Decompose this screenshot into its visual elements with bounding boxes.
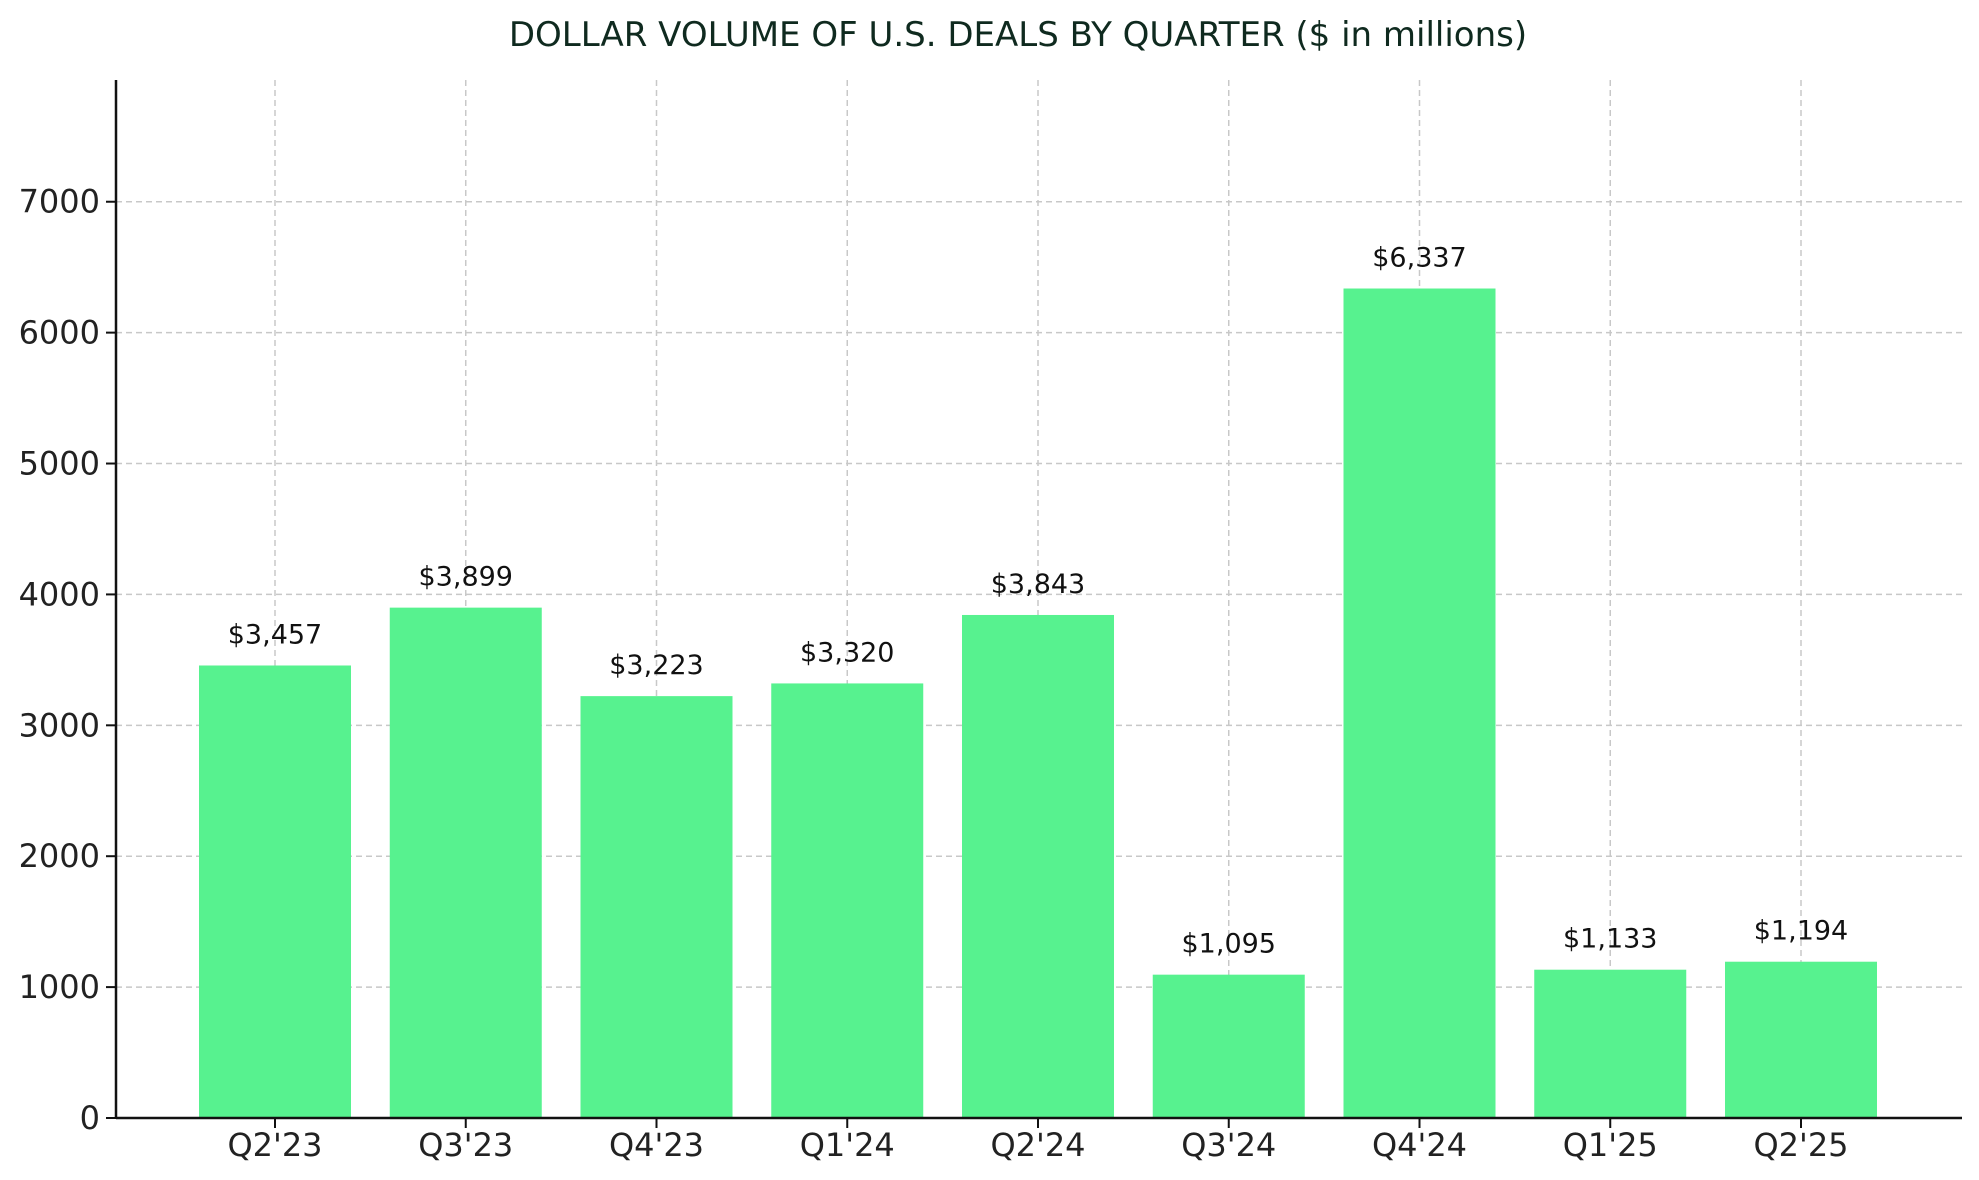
y-tick-label: 0 xyxy=(80,1099,100,1137)
data-label: $3,223 xyxy=(609,650,703,681)
data-label: $3,320 xyxy=(800,637,894,668)
y-tick-label: 7000 xyxy=(19,183,100,221)
bar-Q1'24 xyxy=(771,683,924,1118)
bar-Q2'24 xyxy=(962,614,1114,1118)
y-tick-label: 1000 xyxy=(19,968,100,1006)
y-tick-label: 6000 xyxy=(19,314,100,352)
bar-Q2'23 xyxy=(199,665,351,1118)
x-tick-label: Q3'23 xyxy=(418,1126,513,1164)
x-tick-label: Q2'24 xyxy=(990,1126,1085,1164)
bar-Q4'24 xyxy=(1343,288,1496,1119)
y-tick-label: 2000 xyxy=(19,837,100,875)
data-labels: $3,457 $3,899 $3,223 $3,320 $3,843 $1,095 $6,3… xyxy=(228,243,1848,960)
bar-Q3'24 xyxy=(1152,974,1305,1118)
y-tick-label: 5000 xyxy=(19,445,100,483)
axes xyxy=(114,80,1962,1120)
bar-Q2'25 xyxy=(1725,961,1877,1118)
data-label: $1,133 xyxy=(1563,924,1657,955)
x-axis-ticks: Q2'23 Q3'23 Q4'23 Q1'24 Q2'24 Q3'24 Q4'24 Q1'25… xyxy=(227,1118,1849,1164)
bar-Q4'23 xyxy=(580,696,733,1118)
y-axis-ticks: 0 1000 2000 3000 4000 5000 6000 7000 xyxy=(19,183,116,1137)
x-tick-label: Q1'24 xyxy=(800,1126,895,1164)
x-tick-label: Q4'24 xyxy=(1372,1126,1467,1164)
y-tick-label: 3000 xyxy=(19,706,100,744)
data-label: $6,337 xyxy=(1372,243,1466,274)
data-label: $3,843 xyxy=(991,569,1085,600)
x-tick-label: Q4'23 xyxy=(609,1126,704,1164)
bar-Q3'23 xyxy=(389,607,542,1118)
bars xyxy=(199,288,1877,1119)
x-tick-label: Q2'25 xyxy=(1753,1126,1848,1164)
data-label: $1,194 xyxy=(1754,916,1848,947)
data-label: $3,899 xyxy=(419,562,513,593)
x-tick-label: Q1'25 xyxy=(1563,1126,1658,1164)
bar-Q1'25 xyxy=(1534,969,1687,1118)
chart-title: DOLLAR VOLUME OF U.S. DEALS BY QUARTER (… xyxy=(509,15,1527,55)
x-tick-label: Q2'23 xyxy=(227,1126,322,1164)
x-tick-label: Q3'24 xyxy=(1181,1126,1276,1164)
data-label: $1,095 xyxy=(1182,929,1276,960)
y-tick-label: 4000 xyxy=(19,575,100,613)
data-label: $3,457 xyxy=(228,619,322,650)
